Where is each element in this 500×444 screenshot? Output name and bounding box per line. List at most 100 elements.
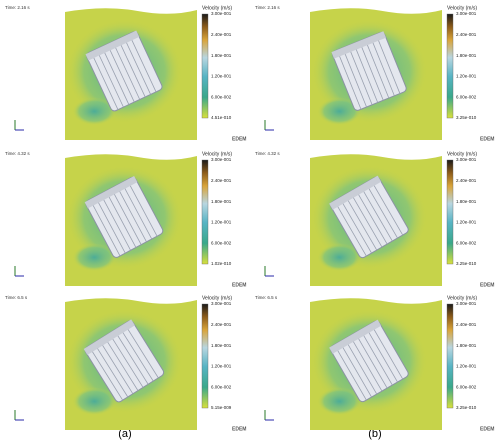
rotor-blade: [105, 190, 137, 248]
legend-label: 3.00e-001: [456, 157, 477, 162]
legend-label: 2.40e-001: [456, 322, 477, 327]
rotor-blade: [106, 43, 135, 103]
colorbar: [446, 303, 454, 409]
rotor-blade: [126, 179, 158, 237]
legend-label: 2.40e-001: [456, 32, 477, 37]
logo: EDEM: [232, 136, 246, 142]
legend-title: Velocity (m/s): [447, 151, 477, 157]
legend-label: 2.40e-001: [211, 32, 232, 37]
rotor-blade: [103, 336, 139, 391]
colorbar: [446, 159, 454, 265]
panel: Time: 4.32 s Velocity (m/s)3.00e-001 2.40e…: [5, 151, 246, 288]
rotor-edge: [329, 319, 382, 354]
legend-label: 2.40e-001: [456, 178, 477, 183]
legend-label: 1.20e-001: [211, 220, 232, 225]
time-label: Time: 2.16 s: [255, 5, 280, 10]
legend-label: 1.20e-001: [211, 74, 232, 79]
logo: EDEM: [480, 282, 494, 288]
rotor-blade: [375, 34, 401, 94]
rotor-blade: [123, 36, 151, 95]
legend-label: 3.25e-010: [456, 405, 477, 410]
velocity-halo: [72, 387, 117, 416]
legend-label: 2.40e-001: [211, 178, 232, 183]
legend-label: 1.80e-001: [456, 53, 477, 58]
legend-label: 1.02e-010: [211, 261, 232, 266]
panel: Time: 2.16 s Velocity (m/s)3.00e-001 2.40e…: [5, 5, 246, 142]
legend-label: 4.51e-010: [211, 115, 232, 120]
panel: Time: 4.32 s Velocity (m/s)3.00e-001 2.40e…: [255, 151, 494, 288]
legend-label: 1.80e-001: [456, 199, 477, 204]
rotor: [85, 30, 163, 112]
rotor-blade: [118, 326, 154, 382]
legend-label: 1.80e-001: [211, 199, 232, 204]
rotor-blade: [364, 38, 390, 99]
legend-title: Velocity (m/s): [447, 295, 477, 301]
rotor: [84, 175, 164, 258]
legend-label: 6.00e-002: [211, 384, 232, 389]
time-label: Time: 6.5 s: [5, 295, 28, 300]
rotor-blade: [96, 48, 124, 108]
velocity-halo: [72, 97, 117, 126]
rotor-edge: [83, 319, 135, 355]
legend-label: 6.00e-002: [211, 240, 232, 245]
rotor-edge: [331, 31, 386, 59]
legend-label: 2.40e-001: [211, 322, 232, 327]
rotor-blade: [359, 185, 393, 242]
rotor-blade: [370, 36, 395, 96]
rotor: [329, 175, 409, 259]
rotor: [329, 319, 409, 403]
legend-label: 3.00e-001: [211, 301, 232, 306]
rotor-blade: [334, 200, 367, 257]
time-label: Time: 6.5 s: [255, 295, 278, 300]
legend-label: 3.00e-001: [211, 11, 232, 16]
legend-label: 3.00e-001: [211, 157, 232, 162]
legend-label: 1.20e-001: [211, 364, 232, 369]
time-label: Time: 2.16 s: [5, 5, 30, 10]
rotor-blade: [89, 199, 121, 257]
rotor: [331, 31, 407, 111]
legend-label: 5.15e-009: [211, 405, 232, 410]
legend-title: Velocity (m/s): [202, 5, 232, 11]
rotor-blade: [342, 47, 367, 108]
rotor-blade: [349, 335, 383, 392]
rotor-blade: [121, 182, 153, 240]
rotor-blade: [100, 193, 131, 251]
rotor-blade: [108, 332, 144, 388]
velocity-halo: [317, 243, 362, 272]
legend-label: 3.25e-010: [456, 115, 477, 120]
velocity-halo: [317, 387, 362, 416]
rotor-edge: [85, 30, 140, 61]
legend-label: 6.00e-002: [456, 384, 477, 389]
legend-label: 1.80e-001: [211, 343, 232, 348]
rotor-blade: [358, 40, 384, 101]
colorbar: [446, 13, 454, 119]
caption: (b): [368, 428, 381, 440]
rotor-blade: [98, 339, 134, 395]
velocity-halo: [72, 243, 117, 272]
legend-label: 1.20e-001: [456, 74, 477, 79]
time-label: Time: 4.32 s: [255, 151, 280, 156]
rotor-blade: [370, 323, 404, 380]
rotor: [83, 319, 165, 403]
rotor-blade: [339, 341, 372, 398]
rotor-blade: [354, 332, 388, 389]
legend-label: 6.00e-002: [456, 240, 477, 245]
panel: Time: 2.16 s Velocity (m/s)3.00e-001 2.40e…: [255, 5, 494, 142]
rotor-blade: [370, 179, 404, 236]
rotor-blade: [365, 326, 398, 383]
rotor-edge: [329, 175, 382, 210]
rotor-blade: [110, 187, 142, 245]
logo: EDEM: [480, 426, 494, 432]
legend-title: Velocity (m/s): [202, 295, 232, 301]
rotor-blade: [347, 45, 373, 105]
rotor-blade: [112, 41, 141, 100]
rotor-blade: [90, 51, 119, 110]
rotor-blade: [353, 43, 379, 103]
rotor-blade: [339, 197, 372, 254]
legend-label: 3.25e-010: [456, 261, 477, 266]
colorbar: [201, 303, 209, 409]
rotor-blade: [113, 329, 149, 385]
logo: EDEM: [480, 136, 494, 142]
rotor-blade: [336, 49, 362, 110]
